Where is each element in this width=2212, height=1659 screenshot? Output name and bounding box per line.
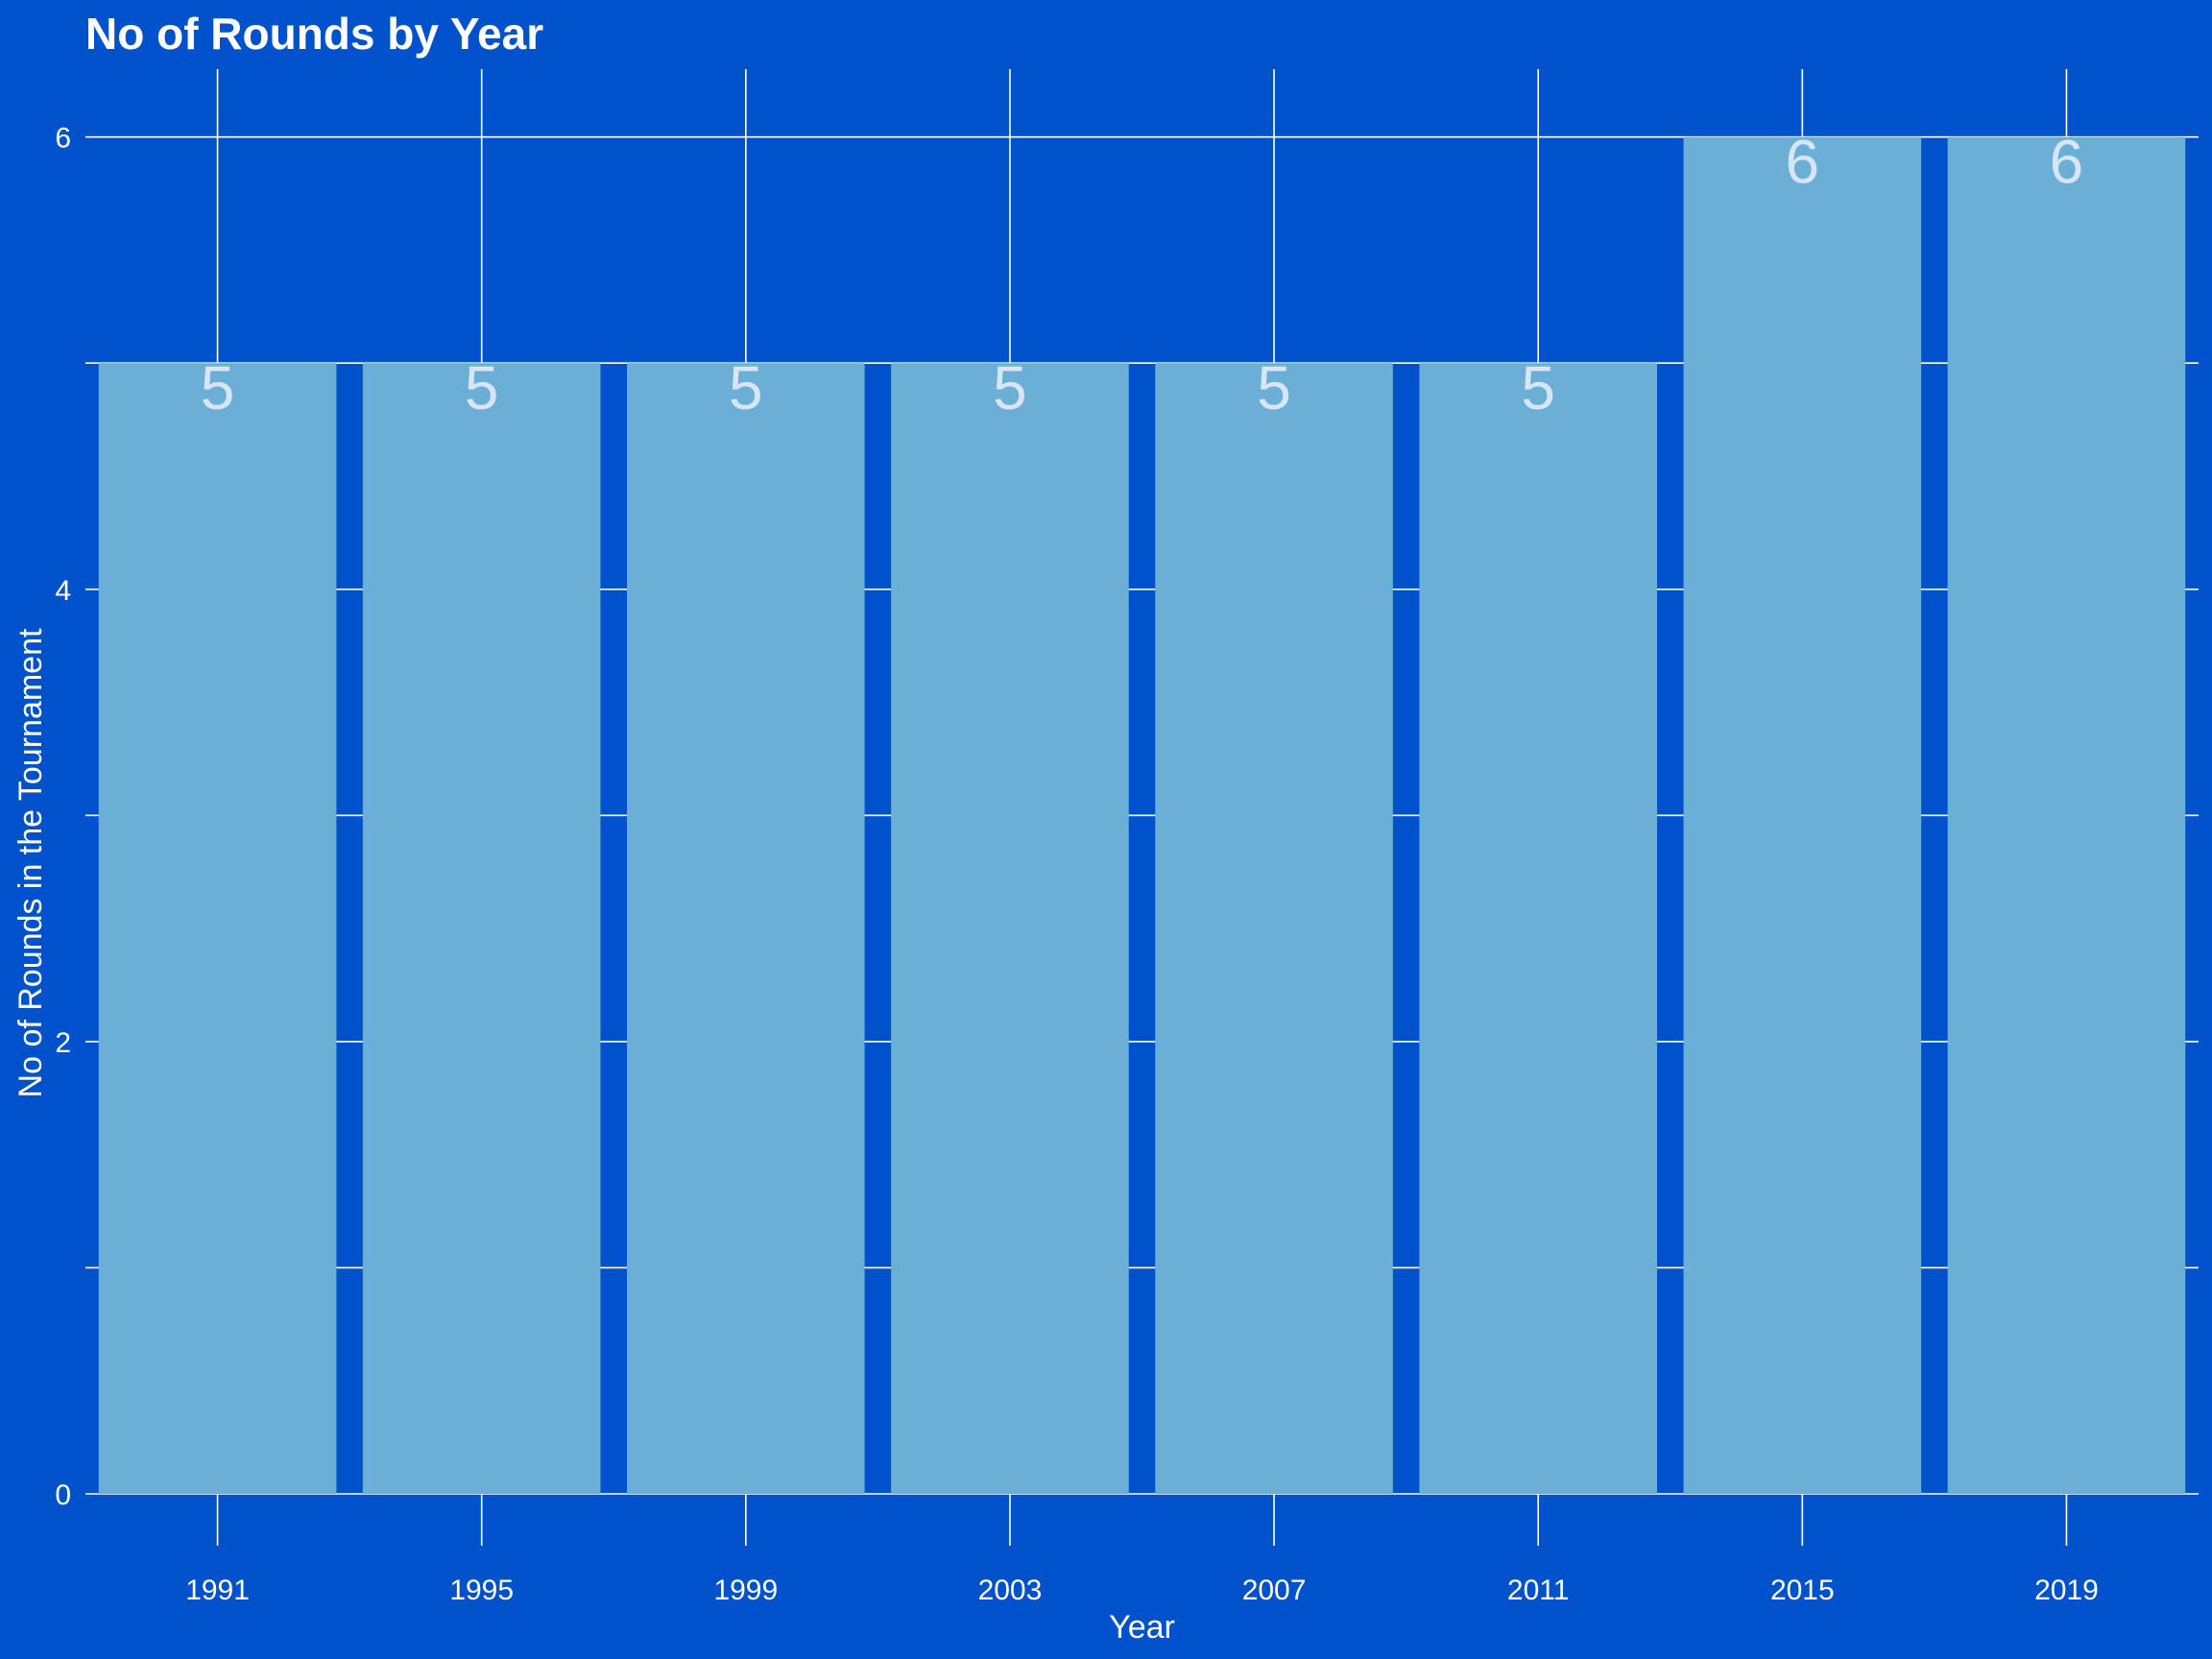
x-tick-label: 2007 — [1242, 1575, 1307, 1606]
x-tick-label: 1995 — [449, 1575, 514, 1606]
bar-1995 — [362, 363, 601, 1495]
bar-2007 — [1155, 363, 1393, 1495]
data-labels-layer: 5 5 5 5 5 5 6 6 — [201, 128, 2083, 423]
x-tick-label: 1991 — [185, 1575, 250, 1606]
x-tick-label: 1999 — [713, 1575, 778, 1606]
y-tick-label: 0 — [55, 1479, 71, 1511]
y-tick-label: 2 — [55, 1027, 71, 1059]
x-tick-label: 2011 — [1507, 1575, 1570, 1606]
bar-value-label-2007: 5 — [1257, 353, 1291, 422]
y-tick-label: 4 — [55, 575, 71, 607]
bar-value-label-2003: 5 — [993, 353, 1027, 422]
bar-value-label-1991: 5 — [201, 353, 235, 422]
x-axis-ticks: 1991 1995 1999 2003 2007 2011 2015 2019 — [185, 1575, 2099, 1606]
bar-2015 — [1683, 136, 1922, 1495]
bar-value-label-2015: 6 — [1786, 128, 1820, 197]
bar-value-label-2011: 5 — [1521, 353, 1555, 422]
y-axis-ticks: 0 2 4 6 — [55, 123, 71, 1511]
bar-1999 — [627, 363, 865, 1495]
chart-title: No of Rounds by Year — [85, 9, 544, 59]
y-tick-label: 6 — [55, 123, 71, 155]
y-axis-title: No of Rounds in the Tournament — [12, 628, 49, 1097]
bar-2003 — [891, 363, 1129, 1495]
bar-value-label-2019: 6 — [2050, 128, 2084, 197]
x-tick-label: 2019 — [2034, 1575, 2099, 1606]
bar-2011 — [1419, 363, 1657, 1495]
bars-layer — [98, 136, 2186, 1495]
bar-1991 — [98, 363, 337, 1495]
x-axis-title: Year — [1109, 1609, 1175, 1646]
bar-2019 — [1947, 136, 2186, 1495]
bar-value-label-1999: 5 — [729, 353, 763, 422]
bar-value-label-1995: 5 — [465, 353, 499, 422]
x-tick-label: 2015 — [1770, 1575, 1835, 1606]
x-tick-label: 2003 — [978, 1575, 1043, 1606]
